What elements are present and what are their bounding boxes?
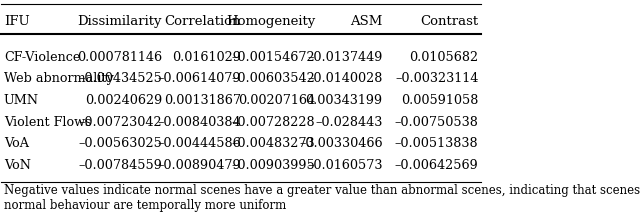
Text: Contrast: Contrast	[420, 15, 479, 28]
Text: –0.00723042: –0.00723042	[78, 116, 162, 129]
Text: –0.00603542: –0.00603542	[232, 72, 316, 85]
Text: –0.028443: –0.028443	[316, 116, 383, 129]
Text: –0.00750538: –0.00750538	[395, 116, 479, 129]
Text: Dissimilarity: Dissimilarity	[77, 15, 162, 28]
Text: –0.00154672: –0.00154672	[232, 51, 316, 64]
Text: –0.00642569: –0.00642569	[395, 159, 479, 172]
Text: –0.00903995: –0.00903995	[232, 159, 316, 172]
Text: 0.000781146: 0.000781146	[77, 51, 162, 64]
Text: UMN: UMN	[4, 94, 39, 107]
Text: –0.00434525: –0.00434525	[78, 72, 162, 85]
Text: Violent Flows: Violent Flows	[4, 116, 92, 129]
Text: –0.00513838: –0.00513838	[395, 137, 479, 150]
Text: IFU: IFU	[4, 15, 29, 28]
Text: 0.00131867: 0.00131867	[164, 94, 241, 107]
Text: 0.00591058: 0.00591058	[401, 94, 479, 107]
Text: Correlation: Correlation	[164, 15, 241, 28]
Text: –0.0137449: –0.0137449	[307, 51, 383, 64]
Text: –0.00890479: –0.00890479	[157, 159, 241, 172]
Text: ASM: ASM	[350, 15, 383, 28]
Text: 0.00207164: 0.00207164	[238, 94, 316, 107]
Text: –0.0160573: –0.0160573	[307, 159, 383, 172]
Text: –0.00323114: –0.00323114	[395, 72, 479, 85]
Text: Negative values indicate normal scenes have a greater value than abnormal scenes: Negative values indicate normal scenes h…	[4, 184, 640, 212]
Text: –0.00840384: –0.00840384	[157, 116, 241, 129]
Text: –0.0140028: –0.0140028	[307, 72, 383, 85]
Text: 0.00343199: 0.00343199	[305, 94, 383, 107]
Text: –0.00784559: –0.00784559	[78, 159, 162, 172]
Text: VoN: VoN	[4, 159, 31, 172]
Text: –0.00330466: –0.00330466	[299, 137, 383, 150]
Text: –0.00614079: –0.00614079	[157, 72, 241, 85]
Text: –0.00444586: –0.00444586	[157, 137, 241, 150]
Text: 0.0105682: 0.0105682	[410, 51, 479, 64]
Text: 0.0161029: 0.0161029	[172, 51, 241, 64]
Text: Web abnormality: Web abnormality	[4, 72, 114, 85]
Text: –0.00483273: –0.00483273	[232, 137, 316, 150]
Text: 0.00240629: 0.00240629	[84, 94, 162, 107]
Text: CF-Violence: CF-Violence	[4, 51, 80, 64]
Text: VoA: VoA	[4, 137, 29, 150]
Text: –0.00728228: –0.00728228	[232, 116, 316, 129]
Text: Homogeneity: Homogeneity	[226, 15, 316, 28]
Text: –0.00563025: –0.00563025	[78, 137, 162, 150]
